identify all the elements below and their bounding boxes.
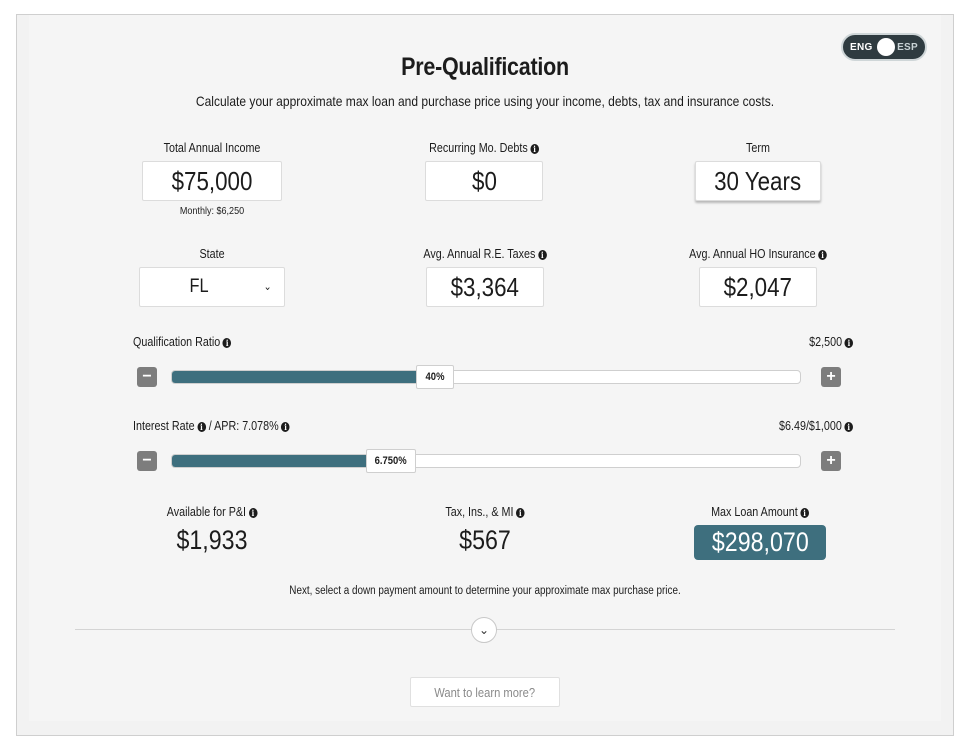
interest-label: Interest Rate i / APR: 7.078% i bbox=[133, 419, 290, 433]
info-icon[interactable]: i bbox=[844, 338, 853, 348]
interest-handle[interactable]: 6.750% bbox=[365, 449, 416, 473]
calculator-frame: ENG ESP Pre-Qualification Calculate your… bbox=[16, 14, 954, 736]
info-icon[interactable]: i bbox=[516, 508, 525, 518]
interest-minus-button[interactable]: − bbox=[137, 451, 157, 471]
page-title: Pre-Qualification bbox=[401, 53, 569, 81]
tax-label: Tax, Ins., & MI i bbox=[416, 505, 554, 519]
lang-esp-label: ESP bbox=[897, 41, 918, 53]
qualification-label: Qualification Ratio i bbox=[133, 335, 232, 349]
info-icon[interactable]: i bbox=[530, 144, 539, 154]
chevron-down-icon: ⌄ bbox=[263, 281, 272, 293]
state-select[interactable]: FL ⌄ bbox=[139, 267, 285, 307]
learn-more-button[interactable]: Want to learn more? bbox=[410, 677, 560, 707]
qualification-slider-row: Qualification Ratio i $2,500 i − 40% + bbox=[133, 335, 853, 395]
state-field: State FL ⌄ bbox=[139, 247, 285, 307]
info-icon[interactable]: i bbox=[248, 508, 258, 518]
income-label: Total Annual Income bbox=[163, 141, 261, 155]
interest-fill bbox=[172, 455, 367, 467]
pi-value: $1,933 bbox=[176, 525, 248, 555]
term-field: Term 30 Years bbox=[693, 141, 823, 201]
pi-result: Available for P&I i $1,933 bbox=[134, 505, 290, 556]
info-icon[interactable]: i bbox=[537, 250, 547, 260]
interest-per-thousand: $6.49/$1,000 i bbox=[779, 419, 853, 433]
lang-eng-label: ENG bbox=[850, 41, 873, 53]
income-field: Total Annual Income $75,000 Monthly: $6,… bbox=[141, 141, 283, 217]
debts-label: Recurring Mo. Debts i bbox=[424, 141, 544, 155]
insurance-field: Avg. Annual HO Insurance i $2,047 bbox=[669, 247, 847, 307]
info-icon[interactable]: i bbox=[222, 338, 232, 348]
qualification-plus-button[interactable]: + bbox=[821, 367, 841, 387]
qualification-fill bbox=[172, 371, 417, 383]
interest-track[interactable]: 6.750% bbox=[171, 449, 801, 473]
insurance-label: Avg. Annual HO Insurance i bbox=[681, 247, 834, 261]
info-icon[interactable]: i bbox=[818, 250, 827, 260]
info-icon[interactable]: i bbox=[800, 508, 809, 518]
insurance-input[interactable]: $2,047 bbox=[699, 267, 817, 307]
qualification-payment: $2,500 i bbox=[809, 335, 853, 349]
tax-value: $567 bbox=[459, 525, 511, 555]
next-step-text: Next, select a down payment amount to de… bbox=[289, 585, 681, 597]
interest-slider-row: Interest Rate i / APR: 7.078% i $6.49/$1,0… bbox=[133, 419, 853, 479]
qualification-track[interactable]: 40% bbox=[171, 365, 801, 389]
info-icon[interactable]: i bbox=[197, 422, 206, 432]
pi-label: Available for P&I i bbox=[145, 505, 279, 519]
info-icon[interactable]: i bbox=[844, 422, 853, 432]
term-select[interactable]: 30 Years bbox=[695, 161, 821, 201]
state-label: State bbox=[199, 247, 225, 261]
taxes-label: Avg. Annual R.E. Taxes i bbox=[416, 247, 554, 261]
term-label: Term bbox=[746, 141, 770, 155]
qualification-handle[interactable]: 40% bbox=[415, 365, 454, 389]
income-monthly: Monthly: $6,250 bbox=[179, 205, 245, 217]
toggle-knob[interactable] bbox=[877, 38, 895, 56]
language-toggle[interactable]: ENG ESP bbox=[841, 33, 927, 61]
debts-input[interactable]: $0 bbox=[425, 161, 543, 201]
debts-field: Recurring Mo. Debts i $0 bbox=[414, 141, 554, 201]
page-subtitle: Calculate your approximate max loan and … bbox=[195, 93, 775, 109]
tax-result: Tax, Ins., & MI i $567 bbox=[405, 505, 565, 556]
max-loan-value: $298,070 bbox=[693, 525, 827, 560]
expand-chevron-icon[interactable]: ⌄ bbox=[471, 617, 497, 643]
prequalification-card: ENG ESP Pre-Qualification Calculate your… bbox=[29, 15, 941, 721]
qualification-minus-button[interactable]: − bbox=[137, 367, 157, 387]
taxes-field: Avg. Annual R.E. Taxes i $3,364 bbox=[405, 247, 565, 307]
taxes-input[interactable]: $3,364 bbox=[426, 267, 544, 307]
max-loan-label: Max Loan Amount i bbox=[699, 505, 821, 519]
max-loan-result: Max Loan Amount i $298,070 bbox=[689, 505, 831, 560]
income-input[interactable]: $75,000 bbox=[142, 161, 282, 201]
interest-plus-button[interactable]: + bbox=[821, 451, 841, 471]
info-icon[interactable]: i bbox=[281, 422, 290, 432]
